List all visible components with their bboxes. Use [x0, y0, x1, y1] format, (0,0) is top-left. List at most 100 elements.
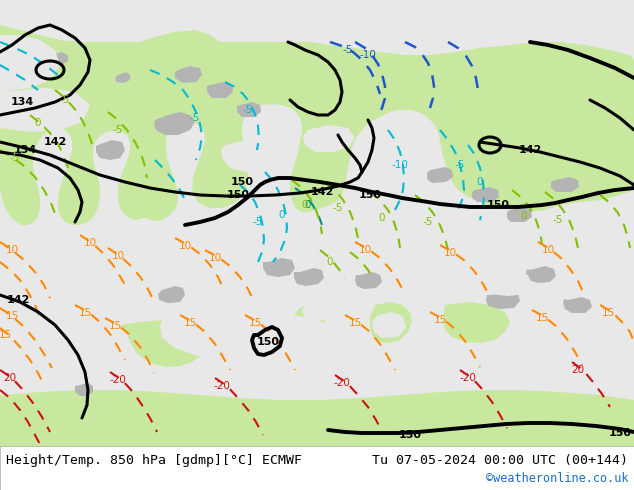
Polygon shape	[0, 35, 60, 92]
Text: 0: 0	[521, 211, 527, 221]
Text: -5: -5	[423, 217, 433, 227]
Polygon shape	[355, 272, 382, 289]
Polygon shape	[486, 292, 520, 309]
Polygon shape	[303, 125, 355, 152]
Polygon shape	[294, 268, 324, 286]
Polygon shape	[140, 30, 220, 60]
Text: 10: 10	[443, 248, 456, 258]
FancyBboxPatch shape	[0, 0, 634, 448]
Text: -20: -20	[333, 378, 351, 388]
Text: 15: 15	[183, 318, 197, 328]
Text: 20: 20	[571, 365, 585, 375]
Polygon shape	[0, 25, 90, 100]
Text: 0: 0	[477, 177, 483, 187]
Polygon shape	[0, 42, 634, 225]
Text: 150: 150	[231, 177, 254, 187]
Polygon shape	[96, 140, 125, 160]
Text: 0: 0	[35, 118, 41, 128]
Text: Tu 07-05-2024 00:00 UTC (00+144): Tu 07-05-2024 00:00 UTC (00+144)	[372, 454, 628, 466]
Text: 10: 10	[541, 245, 555, 255]
Text: 10: 10	[112, 251, 124, 261]
Text: 0: 0	[279, 210, 285, 220]
Polygon shape	[443, 302, 510, 343]
Text: -10: -10	[359, 50, 377, 60]
Polygon shape	[116, 218, 162, 245]
Polygon shape	[485, 272, 532, 296]
Text: 15: 15	[249, 318, 262, 328]
Text: ©weatheronline.co.uk: ©weatheronline.co.uk	[486, 471, 628, 485]
Text: -5: -5	[60, 95, 70, 105]
Text: 10: 10	[209, 253, 221, 263]
Text: -5: -5	[553, 215, 563, 225]
Polygon shape	[556, 252, 587, 273]
Text: 142: 142	[43, 137, 67, 147]
Polygon shape	[160, 308, 345, 362]
Text: 150: 150	[609, 428, 631, 438]
Polygon shape	[115, 72, 130, 83]
Text: 150: 150	[257, 337, 280, 347]
Text: -5: -5	[190, 113, 200, 123]
Polygon shape	[290, 305, 325, 342]
Polygon shape	[74, 272, 115, 293]
Polygon shape	[0, 390, 634, 448]
Polygon shape	[221, 140, 278, 172]
Polygon shape	[207, 82, 233, 98]
Text: -5: -5	[10, 153, 20, 163]
Text: 10: 10	[84, 238, 96, 248]
Text: 142: 142	[310, 187, 333, 197]
Text: 142: 142	[6, 295, 30, 305]
Text: 15: 15	[0, 330, 11, 340]
Polygon shape	[526, 266, 556, 283]
Text: 20: 20	[3, 373, 16, 383]
Text: 134: 134	[10, 97, 34, 107]
Text: 15: 15	[434, 315, 446, 325]
Text: 134: 134	[13, 145, 37, 155]
Text: Height/Temp. 850 hPa [gdmp][°C] ECMWF: Height/Temp. 850 hPa [gdmp][°C] ECMWF	[6, 454, 302, 466]
Text: -20: -20	[214, 381, 230, 391]
Text: -5: -5	[113, 125, 123, 135]
Text: 10: 10	[358, 245, 372, 255]
Polygon shape	[372, 312, 406, 338]
Text: 10: 10	[178, 241, 191, 251]
Text: 15: 15	[602, 308, 614, 318]
Text: -20: -20	[460, 373, 476, 383]
FancyBboxPatch shape	[0, 446, 634, 490]
Polygon shape	[370, 302, 412, 343]
Polygon shape	[302, 298, 330, 322]
Text: 0: 0	[378, 213, 385, 223]
Text: 15: 15	[108, 321, 122, 331]
Text: -5: -5	[343, 45, 353, 55]
Polygon shape	[158, 286, 185, 303]
Text: -5: -5	[333, 203, 343, 213]
Text: 150: 150	[486, 200, 510, 210]
Text: 150: 150	[358, 190, 382, 200]
Text: -5: -5	[455, 160, 465, 170]
Text: 150: 150	[399, 430, 422, 440]
Text: -10: -10	[392, 160, 408, 170]
Text: 142: 142	[519, 145, 541, 155]
Polygon shape	[507, 207, 532, 222]
Polygon shape	[563, 297, 592, 313]
Polygon shape	[472, 187, 499, 202]
Polygon shape	[551, 177, 579, 192]
Polygon shape	[175, 66, 202, 83]
Polygon shape	[237, 102, 261, 117]
Polygon shape	[75, 383, 93, 396]
Polygon shape	[0, 88, 90, 132]
Text: -5: -5	[243, 105, 253, 115]
Text: 0: 0	[305, 200, 311, 210]
Polygon shape	[154, 112, 195, 135]
Text: -5: -5	[253, 217, 263, 227]
Text: 10: 10	[6, 245, 18, 255]
Text: 15: 15	[348, 318, 361, 328]
Polygon shape	[49, 52, 68, 65]
Text: -20: -20	[110, 375, 126, 385]
Text: 15: 15	[535, 313, 548, 323]
Polygon shape	[263, 258, 295, 277]
Text: 0: 0	[327, 257, 333, 267]
Text: 15: 15	[79, 308, 92, 318]
Text: 15: 15	[5, 311, 18, 321]
Text: 150: 150	[226, 190, 250, 200]
Polygon shape	[427, 167, 453, 183]
Polygon shape	[120, 320, 210, 367]
